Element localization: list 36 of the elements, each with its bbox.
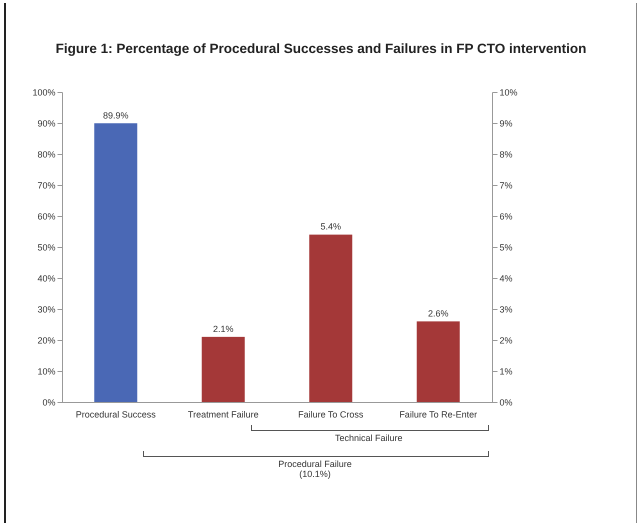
y2-tick-label: 7% bbox=[500, 180, 513, 190]
y-tick-label: 90% bbox=[37, 118, 56, 128]
y2-tick-label: 5% bbox=[500, 242, 513, 252]
y-tick-label: 10% bbox=[37, 366, 56, 376]
y-tick-label: 20% bbox=[37, 336, 56, 346]
bar bbox=[202, 336, 245, 402]
bar bbox=[416, 321, 460, 402]
data-label: 2.6% bbox=[428, 308, 449, 318]
chart-title: Figure 1: Percentage of Procedural Successes and Failures in FP CTO intervention bbox=[54, 41, 588, 56]
y2-tick-label: 8% bbox=[500, 150, 513, 160]
y2-tick-label: 3% bbox=[500, 304, 513, 314]
y2-tick-label: 1% bbox=[500, 366, 513, 376]
y-tick-label: 60% bbox=[37, 212, 56, 222]
y-tick-label: 40% bbox=[37, 274, 56, 284]
x-tick-label: Treatment Failure bbox=[188, 410, 259, 420]
y2-tick-label: 4% bbox=[500, 274, 513, 284]
bar bbox=[309, 234, 352, 402]
y2-tick-label: 2% bbox=[500, 336, 513, 346]
y-tick-label: 0% bbox=[42, 398, 56, 408]
y-tick-label: 100% bbox=[32, 88, 56, 98]
y2-tick-label: 9% bbox=[500, 118, 513, 128]
data-label: 5.4% bbox=[320, 222, 342, 232]
y-tick-label: 30% bbox=[37, 304, 56, 314]
x-tick-label: Failure To Re-Enter bbox=[399, 410, 478, 420]
x-tick-label: Failure To Cross bbox=[298, 410, 364, 420]
data-label: 89.9% bbox=[102, 110, 129, 120]
text: Procedural Failure (10.1%) bbox=[277, 459, 353, 479]
y-tick-label: 70% bbox=[37, 180, 56, 190]
text: Technical Failure bbox=[334, 433, 404, 443]
y2-tick-label: 0% bbox=[500, 398, 513, 408]
x-tick-label: Procedural Success bbox=[76, 410, 156, 420]
y-tick-label: 50% bbox=[37, 242, 56, 252]
y2-tick-label: 10% bbox=[500, 88, 518, 98]
y2-tick-label: 6% bbox=[500, 212, 513, 222]
data-label: 2.1% bbox=[212, 324, 234, 334]
y-tick-label: 80% bbox=[37, 150, 56, 160]
